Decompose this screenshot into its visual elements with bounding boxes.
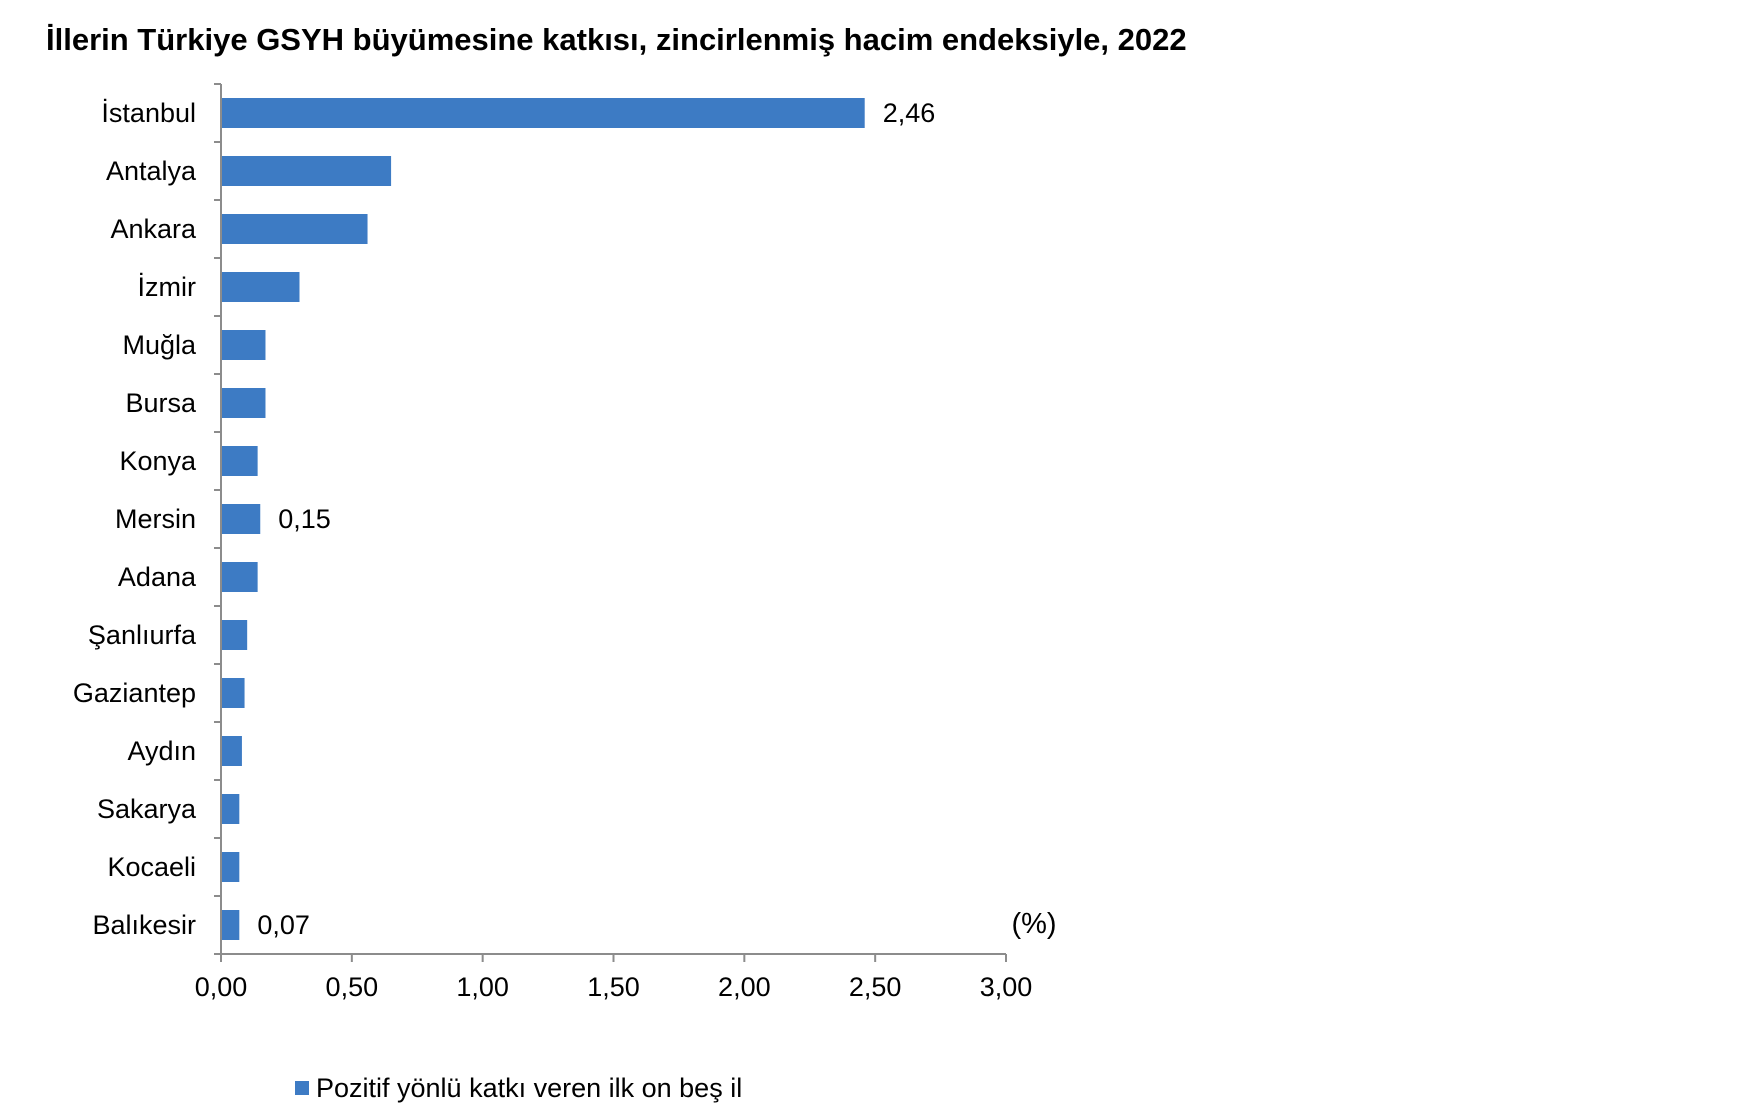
category-label: Mersin — [115, 504, 196, 534]
y-axis — [214, 83, 222, 955]
x-tick-label: 2,50 — [849, 972, 902, 1002]
bar — [222, 330, 266, 360]
bar — [222, 852, 240, 882]
bar — [222, 214, 368, 244]
data-labels: 2,46 0,15 0,07 — [257, 98, 935, 940]
x-tick-label: 0,50 — [326, 972, 379, 1002]
category-label: Aydın — [127, 736, 196, 766]
category-label: Adana — [118, 562, 197, 592]
bar — [222, 98, 865, 128]
x-axis: 0,00 0,50 1,00 1,50 2,00 2,50 3,00 — [195, 953, 1033, 1002]
chart-title: İllerin Türkiye GSYH büyümesine katkısı,… — [46, 22, 1187, 57]
category-label: Ankara — [110, 214, 197, 244]
unit-label: (%) — [1011, 908, 1056, 940]
category-label: Şanlıurfa — [88, 620, 197, 650]
bar — [222, 562, 258, 592]
legend: Pozitif yönlü katkı veren ilk on beş il — [295, 1073, 742, 1103]
bar — [222, 504, 261, 534]
category-label: İzmir — [138, 271, 196, 302]
data-label: 2,46 — [883, 98, 936, 128]
bar — [222, 388, 266, 418]
category-label: İstanbul — [101, 97, 196, 128]
bar — [222, 678, 245, 708]
category-label: Bursa — [125, 388, 197, 418]
x-tick-label: 0,00 — [195, 972, 248, 1002]
category-label: Muğla — [122, 330, 197, 360]
category-labels: İstanbul Antalya Ankara İzmir Muğla Bursa Kony… — [73, 97, 197, 940]
category-label: Sakarya — [97, 794, 197, 824]
data-label: 0,07 — [257, 910, 310, 940]
bars — [222, 98, 865, 940]
category-label: Balıkesir — [92, 910, 196, 940]
bar — [222, 910, 240, 940]
category-label: Kocaeli — [107, 852, 196, 882]
bar — [222, 736, 242, 766]
bar — [222, 156, 392, 186]
category-label: Konya — [119, 446, 197, 476]
category-label: Gaziantep — [73, 678, 196, 708]
legend-label: Pozitif yönlü katkı veren ilk on beş il — [316, 1073, 742, 1103]
data-label: 0,15 — [278, 504, 331, 534]
x-tick-label: 2,00 — [718, 972, 771, 1002]
legend-swatch — [295, 1081, 309, 1095]
x-tick-label: 3,00 — [980, 972, 1033, 1002]
x-tick-label: 1,50 — [587, 972, 640, 1002]
bar — [222, 620, 248, 650]
bar — [222, 446, 258, 476]
category-label: Antalya — [106, 156, 197, 186]
x-tick-label: 1,00 — [456, 972, 509, 1002]
bar — [222, 794, 240, 824]
bar — [222, 272, 300, 302]
